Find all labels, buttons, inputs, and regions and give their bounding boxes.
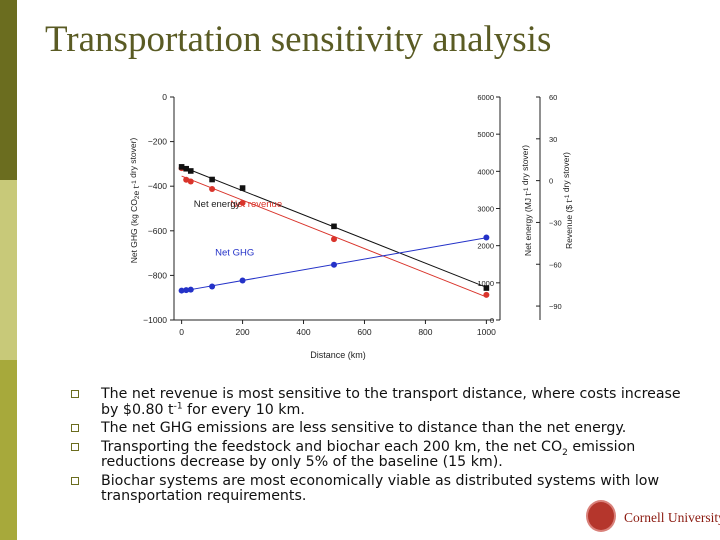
data-point-net-energy [187, 168, 194, 174]
data-point-net-ghg [187, 286, 194, 293]
data-point-net-revenue [483, 291, 490, 298]
right-tick-label: −60 [549, 260, 562, 269]
data-point-net-revenue [183, 176, 190, 183]
data-point-net-energy [331, 223, 337, 230]
x-tick-label: 1000 [477, 327, 496, 337]
middle-tick-label: 3000 [477, 205, 494, 214]
right-axis-title: Revenue ($ t-1 dry stover) [561, 152, 574, 249]
cornell-seal-icon [586, 500, 616, 532]
data-point-net-energy [239, 185, 246, 191]
bullet-item-1: The net revenue is most sensitive to the… [71, 386, 697, 418]
cornell-logo: Cornell University [586, 500, 720, 536]
data-point-net-revenue [331, 236, 337, 243]
right-tick-label: −90 [549, 302, 562, 311]
bullet-box-icon [71, 390, 79, 398]
bullet-box-icon [71, 442, 79, 451]
data-point-net-ghg [331, 261, 337, 268]
data-point-net-ghg [178, 287, 185, 294]
left-axis-title-part: e t [131, 185, 141, 195]
data-point-net-ghg [483, 234, 490, 241]
middle-tick-label: 0 [490, 316, 494, 325]
bullet-box-icon [71, 424, 79, 432]
x-tick-label: 400 [296, 327, 310, 337]
middle-tick-label: 4000 [477, 167, 494, 176]
accent-bar-bottom [0, 360, 17, 540]
data-point-net-ghg [209, 283, 216, 290]
middle-axis-title-part: dry stover) [520, 145, 530, 188]
accent-bar-top [0, 0, 17, 180]
middle-axis-title-part: Net energy (MJ t [523, 193, 533, 256]
annotation-net-revenue: Net revenue [230, 199, 282, 210]
bullet-item-3: Transporting the feedstock and biochar e… [71, 439, 697, 471]
left-axis-title-part: Net GHG (kg CO [129, 199, 139, 264]
data-point-net-revenue [187, 178, 194, 185]
left-axis-title-part: -1 [131, 180, 138, 186]
middle-tick-label: 5000 [477, 130, 494, 139]
left-tick-label: −400 [148, 181, 167, 191]
data-point-net-energy [183, 165, 189, 172]
left-tick-label: −800 [148, 270, 167, 280]
right-tick-label: 60 [549, 93, 557, 102]
x-tick-label: 200 [235, 327, 249, 337]
bullet-box-icon [71, 476, 79, 485]
middle-tick-label: 1000 [477, 279, 494, 288]
bullet-item-2: The net GHG emissions are less sensitive… [71, 420, 697, 437]
x-tick-label: 600 [357, 327, 371, 337]
right-axis-title-part: Revenue ($ t [564, 200, 574, 249]
data-point-net-ghg [239, 277, 246, 284]
left-tick-label: −600 [148, 226, 167, 236]
right-tick-label: −30 [549, 218, 562, 227]
left-axis-title-part: dry stover) [128, 138, 138, 181]
middle-axis-title-part: -1 [523, 187, 530, 193]
right-axis-title-part: -1 [564, 194, 571, 200]
annotation-net-energy: Net energy [194, 199, 241, 210]
accent-bar-middle [0, 180, 17, 360]
data-point-net-ghg [183, 287, 190, 294]
bullet-list: The net revenue is most sensitive to the… [71, 386, 697, 508]
left-tick-label: −200 [148, 137, 167, 147]
x-axis-title: Distance (km) [310, 350, 366, 360]
right-tick-label: 30 [549, 135, 557, 144]
left-axis-title-part: 2 [134, 195, 141, 199]
left-tick-label: 0 [162, 92, 167, 102]
data-point-net-energy [178, 164, 185, 170]
middle-axis-title: Net energy (MJ t-1 dry stover) [520, 145, 533, 256]
left-axis-title: Net GHG (kg CO2e t-1 dry stover) [128, 138, 141, 264]
slide-title: Transportation sensitivity analysis [45, 19, 552, 60]
annotation-net-ghg: Net GHG [215, 247, 254, 258]
x-tick-label: 800 [418, 327, 432, 337]
left-tick-label: −1000 [143, 315, 167, 325]
middle-tick-label: 6000 [477, 93, 494, 102]
bullet-item-4: Biochar systems are most economically vi… [71, 473, 697, 505]
data-point-net-revenue [209, 185, 216, 192]
cornell-wordmark: Cornell University [624, 510, 720, 525]
right-tick-label: 0 [549, 177, 553, 186]
data-point-net-energy [209, 176, 215, 183]
x-tick-label: 0 [179, 327, 184, 337]
data-point-net-revenue [239, 199, 246, 206]
middle-tick-label: 2000 [477, 242, 494, 251]
data-point-net-energy [483, 285, 490, 291]
right-axis-title-part: dry stover) [561, 152, 571, 195]
